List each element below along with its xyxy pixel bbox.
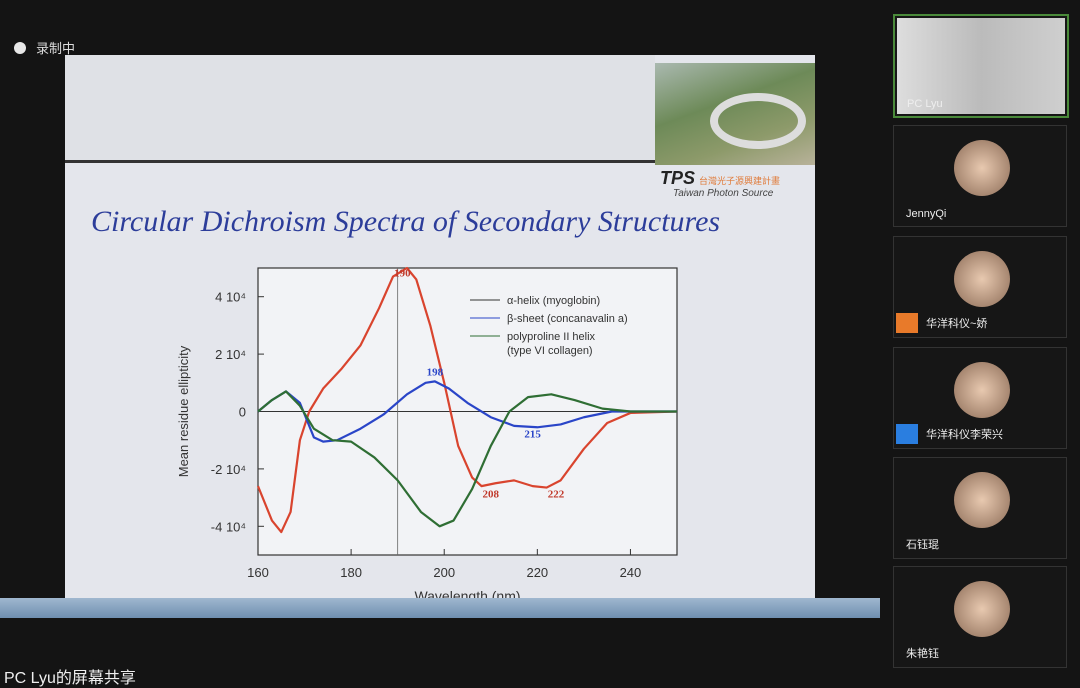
peak-label: 190 (394, 268, 411, 280)
y-tick-label: -4 10⁴ (211, 519, 246, 534)
series-line-0 (256, 266, 678, 534)
participant-tile[interactable]: PC Lyu (893, 14, 1069, 118)
participant-name: 华洋科仪~娇 (926, 318, 988, 330)
participant-tile[interactable]: 华洋科仪李荣兴 (893, 347, 1067, 449)
legend-label: β-sheet (concanavalin a) (507, 313, 628, 325)
logo: TPS 台灣光子源興建計畫 (660, 168, 781, 188)
screen-share-label: PC Lyu的屏幕共享 (4, 670, 136, 687)
slide-header (65, 55, 655, 163)
x-tick-label: 220 (526, 565, 548, 580)
participant-video (897, 18, 1065, 114)
user-badge-icon (896, 313, 918, 333)
x-tick-label: 200 (433, 565, 455, 580)
y-tick-label: 0 (239, 405, 246, 420)
participant-name: PC Lyu (907, 98, 943, 110)
participant-tile[interactable]: 石钰琨 (893, 457, 1067, 559)
x-tick-label: 160 (247, 565, 269, 580)
user-badge-icon (896, 424, 918, 444)
participant-name: 朱艳钰 (906, 648, 939, 660)
logo-subtitle: Taiwan Photon Source (673, 188, 774, 199)
y-tick-label: 2 10⁴ (215, 347, 246, 362)
y-axis-label: Mean residue ellipticity (176, 345, 191, 477)
peak-label: 215 (524, 428, 541, 440)
participant-name: JennyQi (906, 208, 947, 220)
participant-tile[interactable]: 朱艳钰 (893, 566, 1067, 668)
peak-label: 198 (427, 367, 444, 379)
participant-tile[interactable]: 华洋科仪~娇 (893, 236, 1067, 338)
slide-title: Circular Dichroism Spectra of Secondary … (91, 205, 721, 238)
recording-icon (14, 41, 26, 54)
avatar (954, 362, 1010, 418)
participant-name: 石钰琨 (906, 539, 939, 551)
participant-name: 华洋科仪李荣兴 (926, 429, 1003, 441)
peak-label: 208 (483, 489, 500, 501)
x-tick-label: 240 (620, 565, 642, 580)
legend-label: polyproline II helix (507, 331, 596, 343)
avatar (954, 140, 1010, 196)
series-line-2 (257, 390, 677, 528)
x-tick-label: 180 (340, 565, 362, 580)
avatar (954, 251, 1010, 307)
facility-photo (655, 63, 815, 165)
recording-indicator: 录制中 (14, 38, 75, 57)
y-tick-label: 4 10⁴ (215, 290, 246, 305)
y-tick-label: -2 10⁴ (211, 462, 246, 477)
peak-label: 222 (548, 489, 565, 501)
taskbar (0, 598, 880, 618)
legend-label: α-helix (myoglobin) (507, 295, 600, 307)
avatar (954, 581, 1010, 637)
participant-tile[interactable]: JennyQi (893, 125, 1067, 227)
legend-label-cont: (type VI collagen) (507, 345, 593, 357)
avatar (954, 472, 1010, 528)
